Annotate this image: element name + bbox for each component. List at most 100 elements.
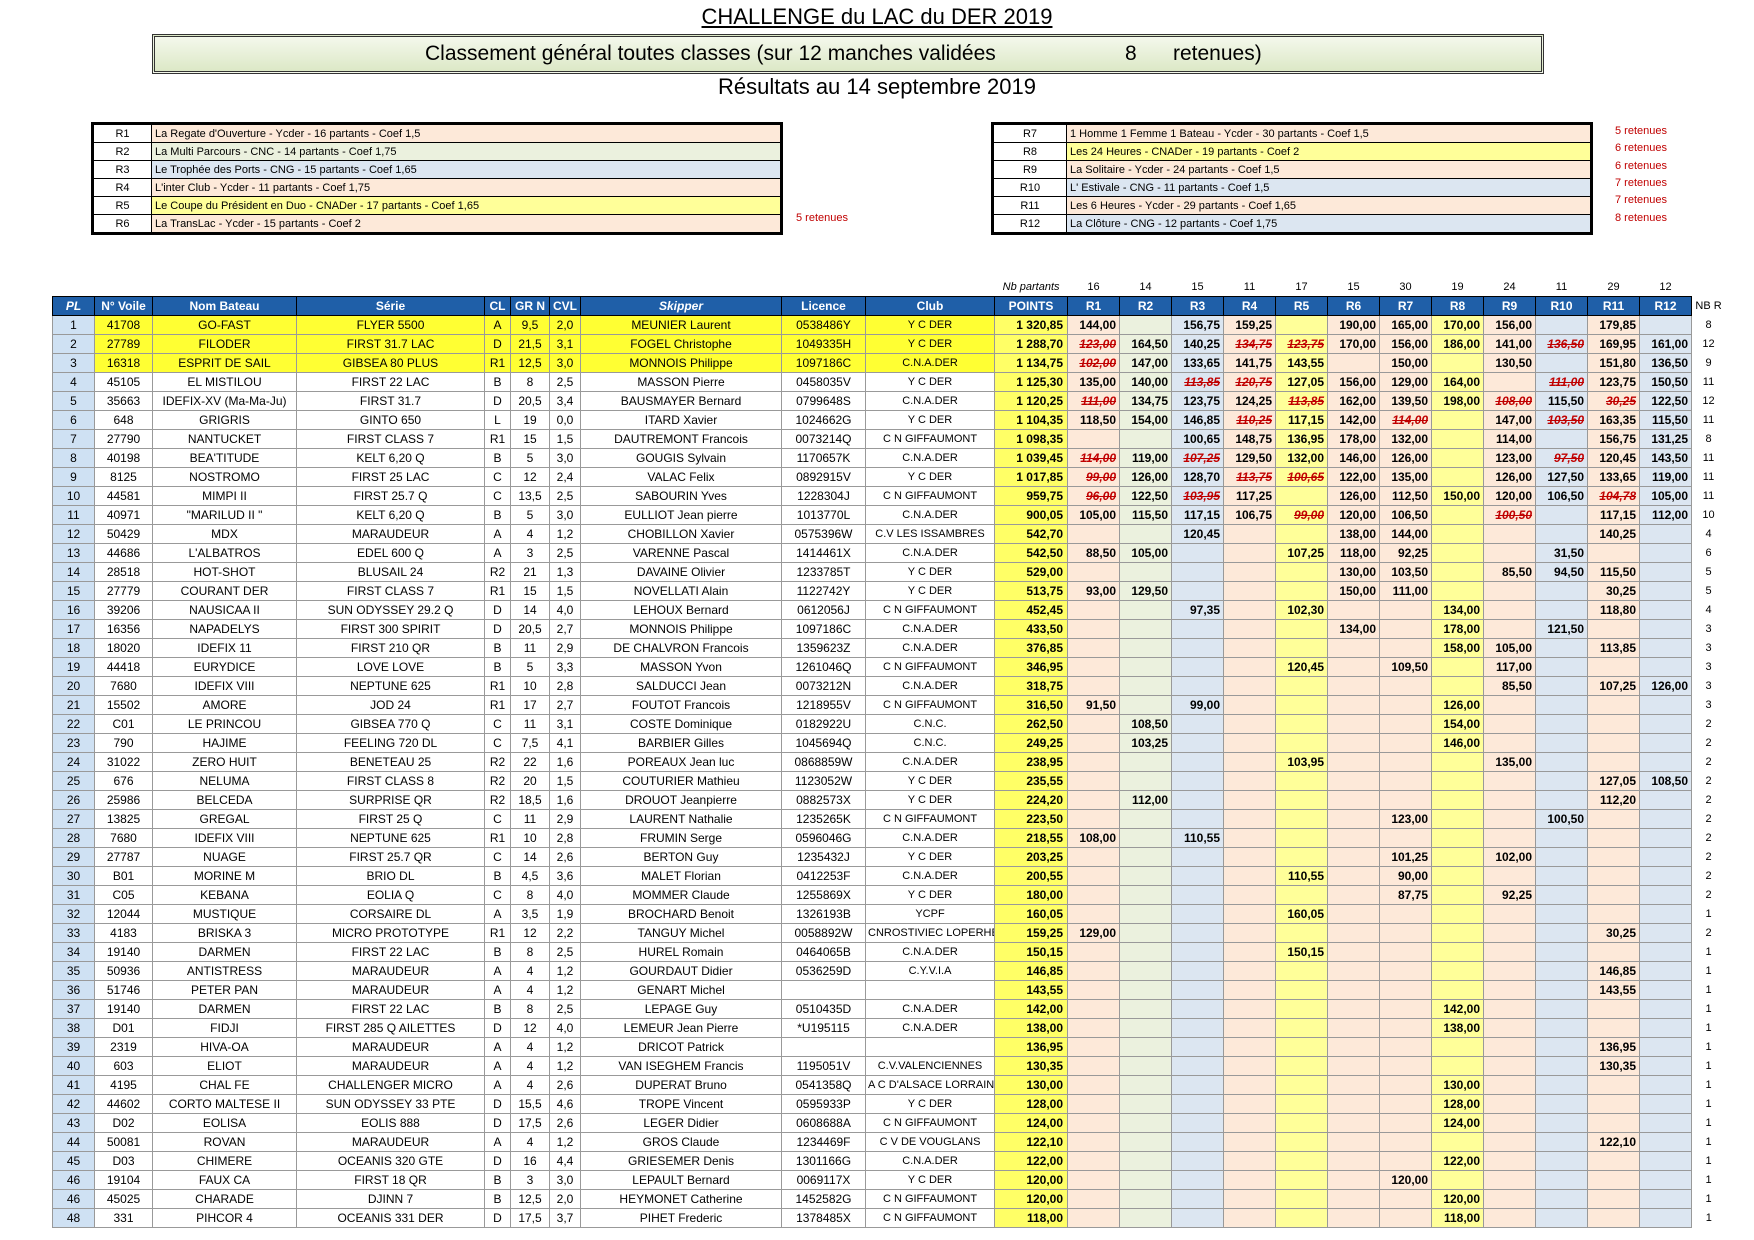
race-score: 97,35 bbox=[1171, 600, 1225, 620]
cell: MARAUDEUR bbox=[296, 1132, 485, 1152]
cell: 3,1 bbox=[549, 714, 581, 734]
cell: 2,8 bbox=[549, 676, 581, 696]
cell: 5 bbox=[1705, 566, 1712, 578]
race-score bbox=[1119, 1037, 1173, 1057]
race-score: 120,00 bbox=[1483, 486, 1537, 506]
race-score: 147,00 bbox=[1119, 353, 1173, 373]
race-score bbox=[1535, 1132, 1589, 1152]
cell bbox=[781, 980, 866, 1000]
race-score bbox=[1327, 1056, 1381, 1076]
race-score: 143,55 bbox=[1587, 980, 1641, 1000]
cell: 44581 bbox=[94, 486, 153, 506]
race-score bbox=[1639, 1075, 1693, 1095]
race-score: 111,00 bbox=[1535, 372, 1589, 392]
cell: A bbox=[484, 524, 511, 544]
cell: 8 bbox=[510, 999, 550, 1019]
race-score: 117,15 bbox=[1587, 505, 1641, 525]
race-score: 103,50 bbox=[1379, 562, 1433, 582]
race-score bbox=[1483, 1094, 1537, 1114]
cell: 20 bbox=[52, 676, 95, 696]
result-row: 37 19140 DARMEN FIRST 22 LAC B 8 2,5 LEPAGE Guy… bbox=[52, 999, 1726, 1019]
cell: 1 017,85 bbox=[993, 467, 1069, 487]
cell: MOMMER Claude bbox=[580, 885, 782, 905]
race-score: 93,00 bbox=[1067, 581, 1121, 601]
race-score: 123,75 bbox=[1171, 391, 1225, 411]
result-row: 2 27789 FILODER FIRST 31.7 LAC D 21,5 3,1 FOGEL… bbox=[52, 334, 1726, 354]
race-score: 110,55 bbox=[1171, 828, 1225, 848]
cell: 4 bbox=[52, 372, 95, 392]
cell: 28 bbox=[52, 828, 95, 848]
race-score bbox=[1639, 1170, 1693, 1190]
race-score: 151,80 bbox=[1587, 353, 1641, 373]
cell: 31022 bbox=[94, 752, 153, 772]
cell: 13825 bbox=[94, 809, 153, 829]
cell: 2,5 bbox=[549, 999, 581, 1019]
race-score bbox=[1223, 524, 1277, 544]
race-score bbox=[1535, 1170, 1589, 1190]
cell: 20 bbox=[510, 771, 550, 791]
race-score bbox=[1535, 828, 1589, 848]
result-row: 13 44686 L'ALBATROS EDEL 600 Q A 3 2,5 VARENNE … bbox=[52, 543, 1726, 563]
cell: C01 bbox=[94, 714, 153, 734]
cell: 17,5 bbox=[510, 1208, 550, 1228]
discarded-score: 100,65 bbox=[1287, 470, 1325, 484]
discarded-score: 97,50 bbox=[1553, 451, 1585, 465]
race-score: 120,75 bbox=[1223, 372, 1277, 392]
race-label: La Multi Parcours - CNC - 14 partants - … bbox=[151, 142, 781, 161]
cell: C05 bbox=[94, 885, 153, 905]
cell: 16318 bbox=[94, 353, 153, 373]
cell: D bbox=[484, 391, 511, 411]
cell: 4 bbox=[510, 1056, 550, 1076]
cell: 42 bbox=[52, 1094, 95, 1114]
race-score bbox=[1639, 1151, 1693, 1171]
cell: NEPTUNE 625 bbox=[296, 676, 485, 696]
race-score bbox=[1639, 543, 1693, 563]
race-row: R7 1 Homme 1 Femme 1 Bateau - Ycder - 30 … bbox=[993, 124, 1591, 143]
cell: 0799648S bbox=[781, 391, 866, 411]
cell: Y C DER bbox=[865, 885, 995, 905]
cell: 3,1 bbox=[549, 334, 581, 354]
race-score bbox=[1587, 885, 1641, 905]
race-score bbox=[1171, 1018, 1225, 1038]
cell: 39 bbox=[52, 1037, 95, 1057]
race-score bbox=[1223, 1018, 1277, 1038]
cell: 11 bbox=[1702, 414, 1715, 426]
race-score bbox=[1587, 695, 1641, 715]
cell: 16356 bbox=[94, 619, 153, 639]
race-score: 150,00 bbox=[1327, 581, 1381, 601]
race-score: 122,00 bbox=[1431, 1151, 1485, 1171]
cell: 25986 bbox=[94, 790, 153, 810]
race-score: 120,45 bbox=[1275, 657, 1329, 677]
race-score: 178,00 bbox=[1327, 429, 1381, 449]
discarded-score: 102,00 bbox=[1079, 356, 1117, 370]
cell: 22 bbox=[510, 752, 550, 772]
race-score bbox=[1327, 1208, 1381, 1228]
cell: 1261046Q bbox=[781, 657, 866, 677]
column-header: R10 bbox=[1535, 296, 1589, 316]
cell: 2,9 bbox=[549, 638, 581, 658]
cell: 50081 bbox=[94, 1132, 153, 1152]
cell: Y C DER bbox=[865, 771, 995, 791]
race-score bbox=[1483, 828, 1537, 848]
result-row: 39 2319 HIVA-OA MARAUDEUR A 4 1,2 DRICOT Patric… bbox=[52, 1037, 1726, 1057]
result-row: 35 50936 ANTISTRESS MARAUDEUR A 4 1,2 GOURDAUT … bbox=[52, 961, 1726, 981]
race-score bbox=[1431, 429, 1485, 449]
cell: C bbox=[484, 486, 511, 506]
race-score bbox=[1587, 999, 1641, 1019]
race-score bbox=[1535, 790, 1589, 810]
cell: 0073214Q bbox=[781, 429, 866, 449]
race-score bbox=[1067, 1075, 1121, 1095]
cell: C N GIFFAUMONT bbox=[865, 1189, 995, 1209]
cell: VAN ISEGHEM Francis bbox=[580, 1056, 782, 1076]
cell: FIRST 285 Q AILETTES bbox=[296, 1018, 485, 1038]
cell: 4,0 bbox=[549, 600, 581, 620]
race-score bbox=[1067, 562, 1121, 582]
cell: Y C DER bbox=[865, 467, 995, 487]
cell: B bbox=[484, 1170, 511, 1190]
cell: MDX bbox=[152, 524, 297, 544]
cell: 0868859W bbox=[781, 752, 866, 772]
race-score bbox=[1483, 1056, 1537, 1076]
race-score bbox=[1639, 866, 1693, 886]
discarded-score: 136,50 bbox=[1547, 337, 1585, 351]
